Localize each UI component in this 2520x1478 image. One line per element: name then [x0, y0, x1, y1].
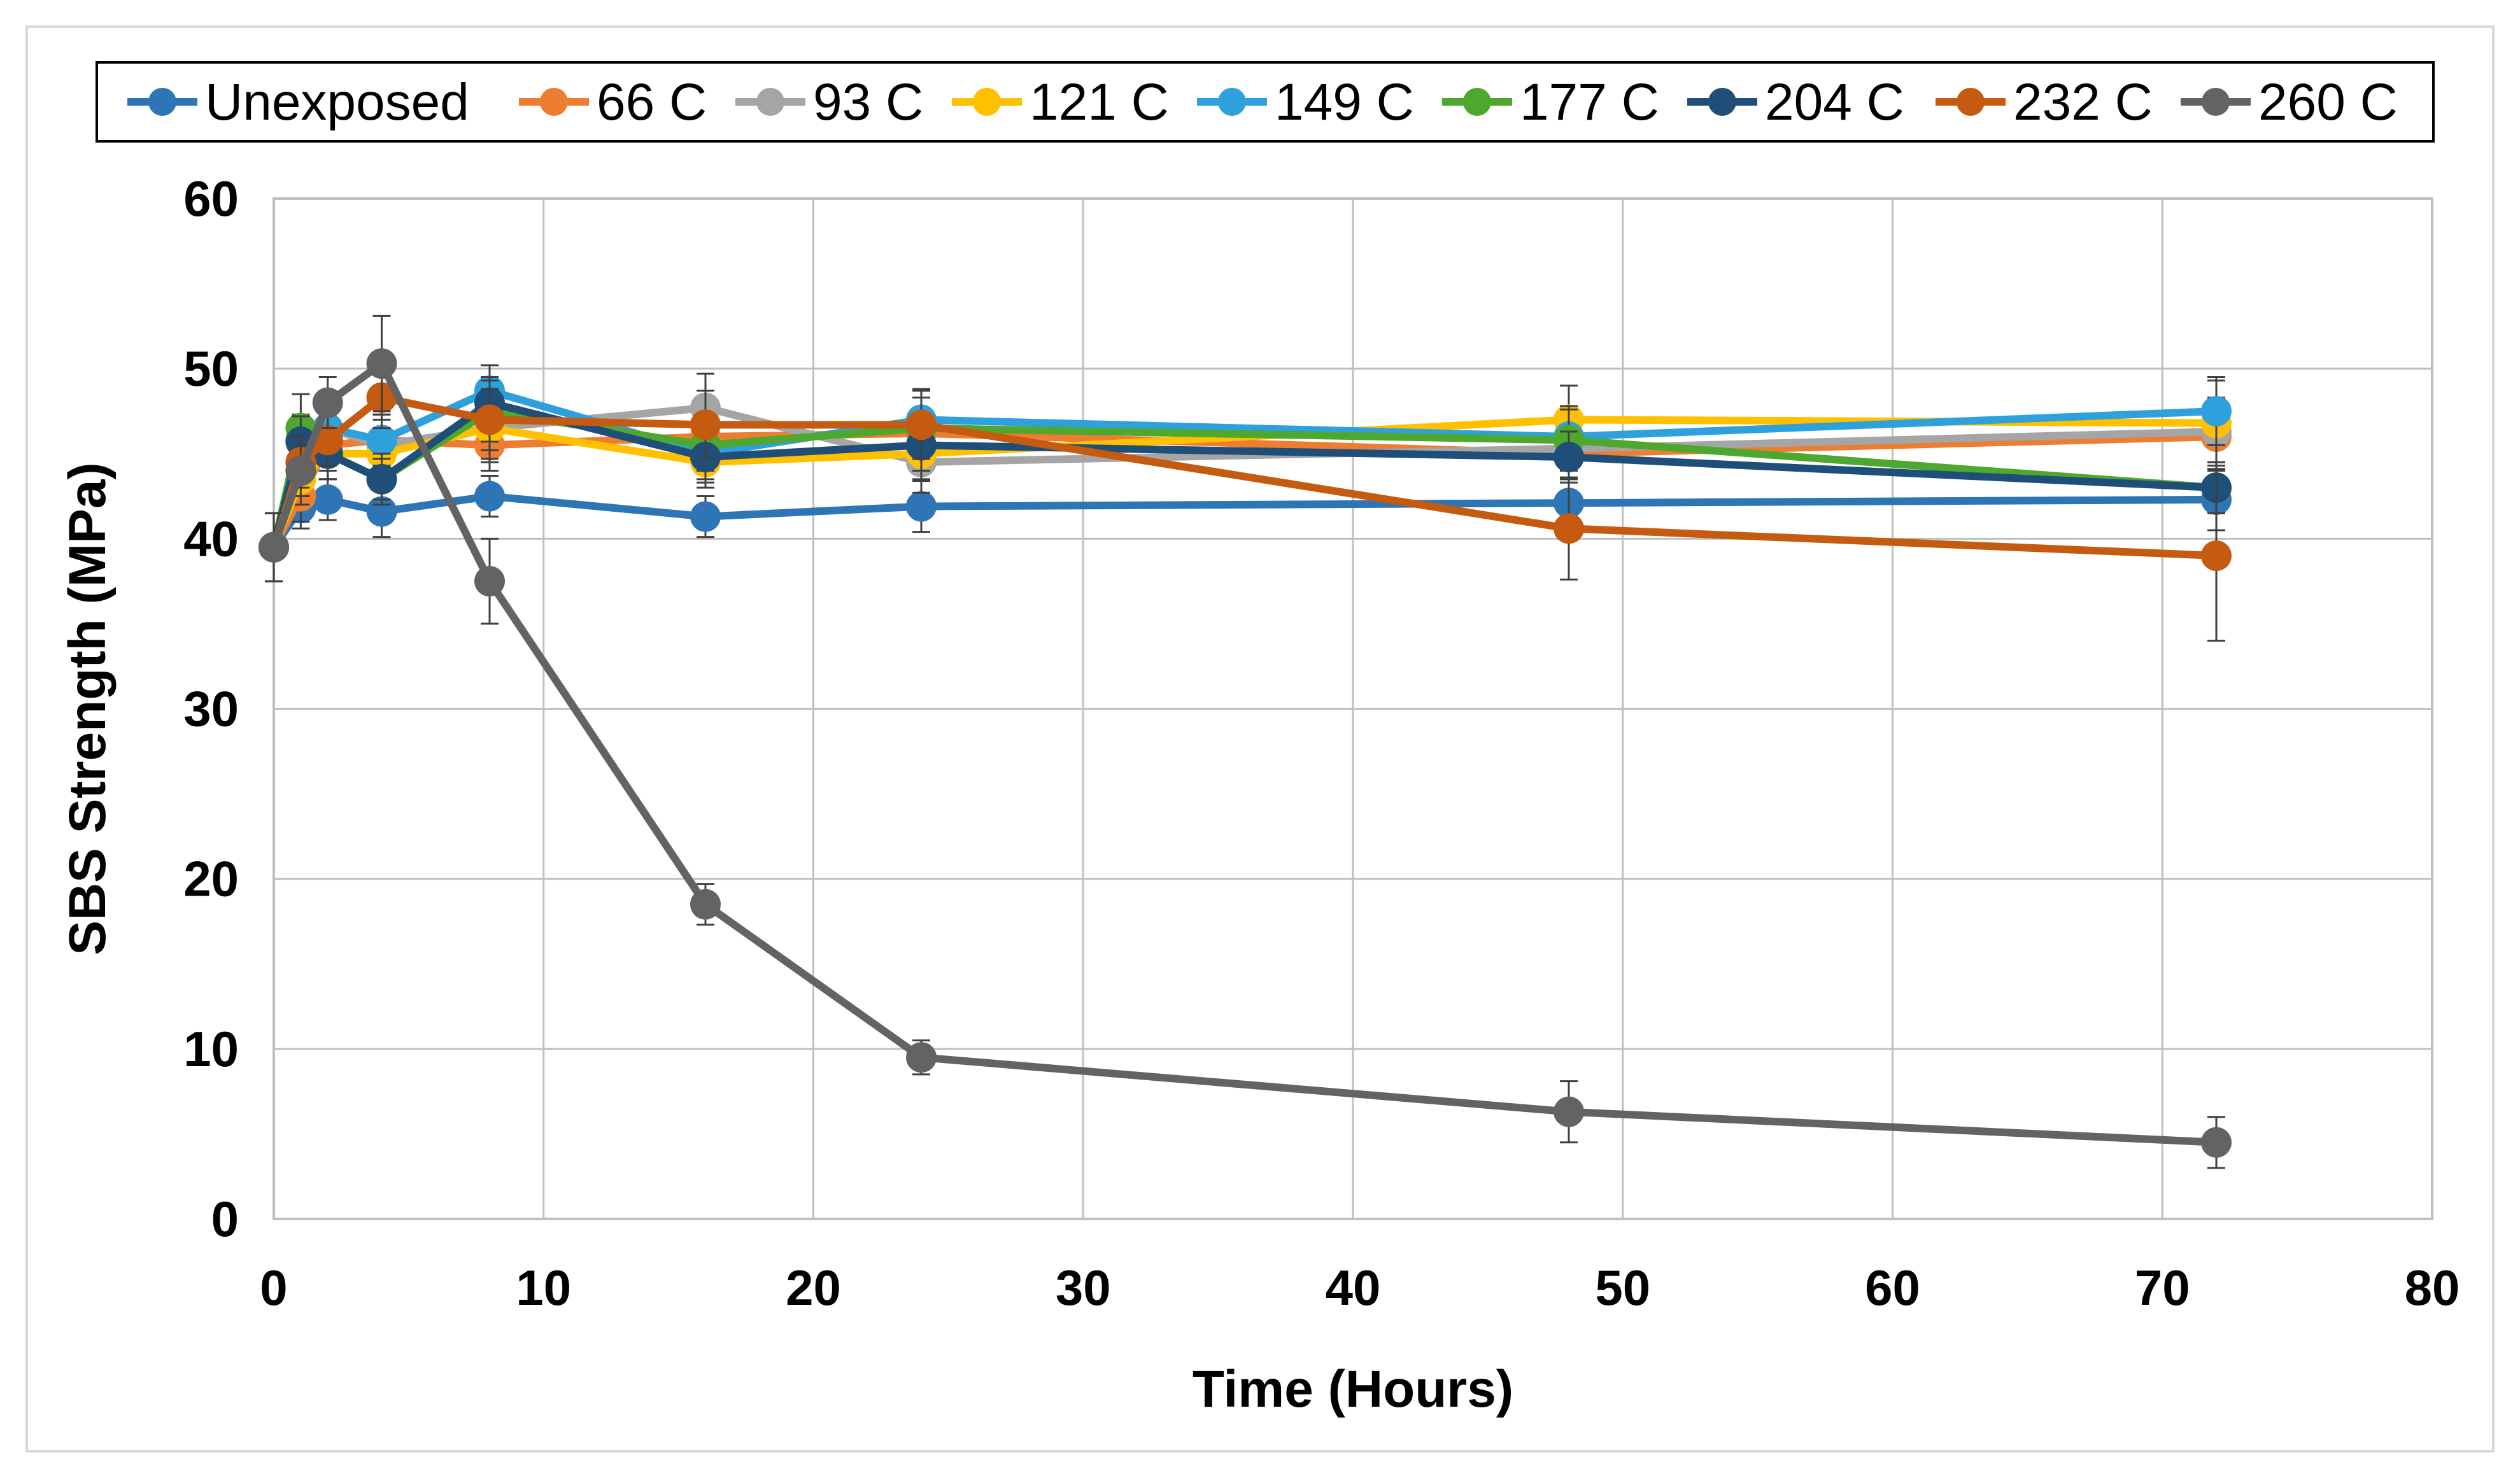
- data-point: [2201, 395, 2232, 426]
- data-point: [690, 409, 721, 440]
- legend-label: 260 C: [2258, 73, 2398, 131]
- legend-label: 121 C: [1030, 73, 1169, 131]
- data-point: [366, 425, 397, 456]
- y-tick-label: 10: [183, 1021, 239, 1077]
- data-point: [906, 1042, 937, 1073]
- data-point: [2201, 540, 2232, 572]
- data-point: [1554, 513, 1584, 544]
- legend-label: 232 C: [2013, 73, 2153, 131]
- legend-marker: [1708, 88, 1736, 116]
- data-point: [474, 566, 505, 597]
- legend-item-177-c: 177 C: [1442, 73, 1659, 131]
- x-tick-label: 10: [516, 1260, 571, 1316]
- plot-area-border: [273, 197, 2433, 1220]
- legend-marker: [973, 88, 1001, 116]
- axis-tick-labels: 0 10 20 30 40 50 60 0 10 20 30 40 50 60 70 80: [183, 171, 2460, 1316]
- data-point: [474, 481, 505, 512]
- legend-item-121-c: 121 C: [952, 73, 1169, 131]
- x-tick-label: 30: [1056, 1260, 1111, 1316]
- legend-item-93-c: 93 C: [735, 73, 923, 131]
- series-unexposed: [258, 468, 2232, 582]
- x-axis-title: Time (Hours): [1193, 1360, 1513, 1418]
- legend-item-204-c: 204 C: [1687, 73, 1904, 131]
- x-tick-label: 50: [1595, 1260, 1650, 1316]
- y-axis-title: SBS Strength (MPa): [59, 462, 117, 955]
- data-point: [285, 455, 316, 486]
- y-tick-label: 50: [183, 341, 239, 397]
- legend-item-66-c: 66 C: [519, 73, 707, 131]
- series-260-c: [258, 314, 2232, 1169]
- data-point: [1554, 442, 1584, 473]
- legend-marker: [2202, 88, 2230, 116]
- data-point: [690, 501, 721, 532]
- data-point: [1554, 1096, 1584, 1127]
- x-tick-label: 60: [1865, 1260, 1920, 1316]
- y-tick-label: 60: [183, 171, 239, 227]
- legend-item-232-c: 232 C: [1936, 73, 2153, 131]
- legend-marker: [1463, 88, 1491, 116]
- data-point: [474, 404, 505, 435]
- data-point: [906, 491, 937, 522]
- x-tick-label: 0: [260, 1260, 287, 1316]
- legend-item-149-c: 149 C: [1197, 73, 1414, 131]
- legend-marker: [1218, 88, 1246, 116]
- legend-label: 204 C: [1765, 73, 1904, 131]
- chart-frame: [25, 25, 2495, 1453]
- legend-label: 149 C: [1275, 73, 1414, 131]
- legend-item-260-c: 260 C: [2181, 73, 2398, 131]
- data-point: [366, 348, 397, 379]
- data-point: [366, 463, 397, 495]
- legend-label: 66 C: [597, 73, 707, 131]
- data-point: [690, 889, 721, 920]
- data-point: [906, 409, 937, 440]
- data-point: [2201, 1127, 2232, 1158]
- legend: Unexposed 66 C 93 C 121 C 149 C 177 C 204 C 232…: [96, 61, 2435, 143]
- x-tick-label: 40: [1326, 1260, 1381, 1316]
- series-layer: [258, 314, 2232, 1169]
- legend-marker: [540, 88, 568, 116]
- legend-marker: [1957, 88, 1985, 116]
- legend-item-unexposed: Unexposed: [127, 73, 469, 131]
- data-point: [258, 531, 289, 563]
- x-tick-label: 70: [2135, 1260, 2190, 1316]
- y-tick-label: 40: [183, 510, 239, 567]
- y-tick-label: 30: [183, 681, 239, 737]
- data-point: [312, 484, 343, 515]
- legend-label: 177 C: [1520, 73, 1659, 131]
- y-tick-label: 0: [211, 1191, 239, 1247]
- legend-label: 93 C: [813, 73, 923, 131]
- y-tick-label: 20: [183, 851, 239, 907]
- grid-lines: [273, 197, 2433, 1220]
- legend-marker: [756, 88, 784, 116]
- x-tick-label: 80: [2405, 1260, 2460, 1316]
- data-point: [312, 425, 343, 456]
- data-point: [312, 387, 343, 418]
- legend-label: Unexposed: [205, 73, 469, 131]
- x-tick-label: 20: [786, 1260, 841, 1316]
- legend-marker: [148, 88, 176, 116]
